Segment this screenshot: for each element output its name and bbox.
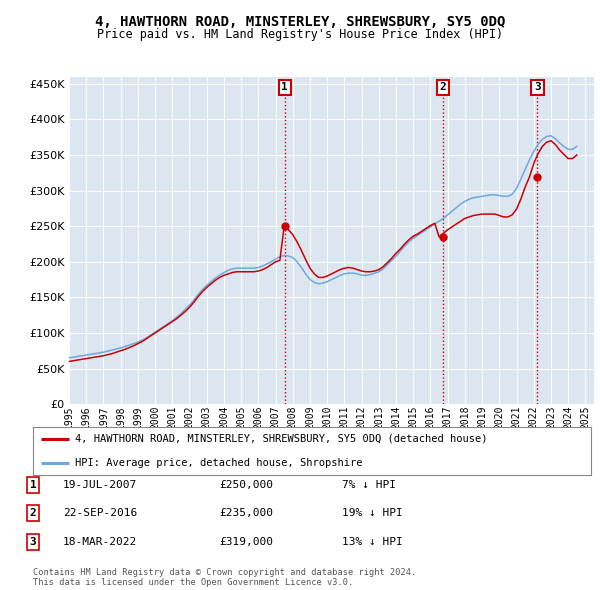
Text: 3: 3 [29, 537, 37, 546]
Text: 18-MAR-2022: 18-MAR-2022 [63, 537, 137, 546]
Text: 1: 1 [29, 480, 37, 490]
Text: Price paid vs. HM Land Registry's House Price Index (HPI): Price paid vs. HM Land Registry's House … [97, 28, 503, 41]
Text: 4, HAWTHORN ROAD, MINSTERLEY, SHREWSBURY, SY5 0DQ (detached house): 4, HAWTHORN ROAD, MINSTERLEY, SHREWSBURY… [75, 434, 487, 444]
Text: 4, HAWTHORN ROAD, MINSTERLEY, SHREWSBURY, SY5 0DQ: 4, HAWTHORN ROAD, MINSTERLEY, SHREWSBURY… [95, 15, 505, 30]
Text: 2: 2 [440, 83, 446, 93]
Text: £250,000: £250,000 [219, 480, 273, 490]
Text: 1: 1 [281, 83, 288, 93]
Text: HPI: Average price, detached house, Shropshire: HPI: Average price, detached house, Shro… [75, 458, 362, 468]
Text: Contains HM Land Registry data © Crown copyright and database right 2024.
This d: Contains HM Land Registry data © Crown c… [33, 568, 416, 587]
Text: 19-JUL-2007: 19-JUL-2007 [63, 480, 137, 490]
Text: 2: 2 [29, 509, 37, 518]
Text: £235,000: £235,000 [219, 509, 273, 518]
Text: 7% ↓ HPI: 7% ↓ HPI [342, 480, 396, 490]
Text: 19% ↓ HPI: 19% ↓ HPI [342, 509, 403, 518]
Text: 22-SEP-2016: 22-SEP-2016 [63, 509, 137, 518]
Text: 3: 3 [534, 83, 541, 93]
Text: 13% ↓ HPI: 13% ↓ HPI [342, 537, 403, 546]
Text: £319,000: £319,000 [219, 537, 273, 546]
